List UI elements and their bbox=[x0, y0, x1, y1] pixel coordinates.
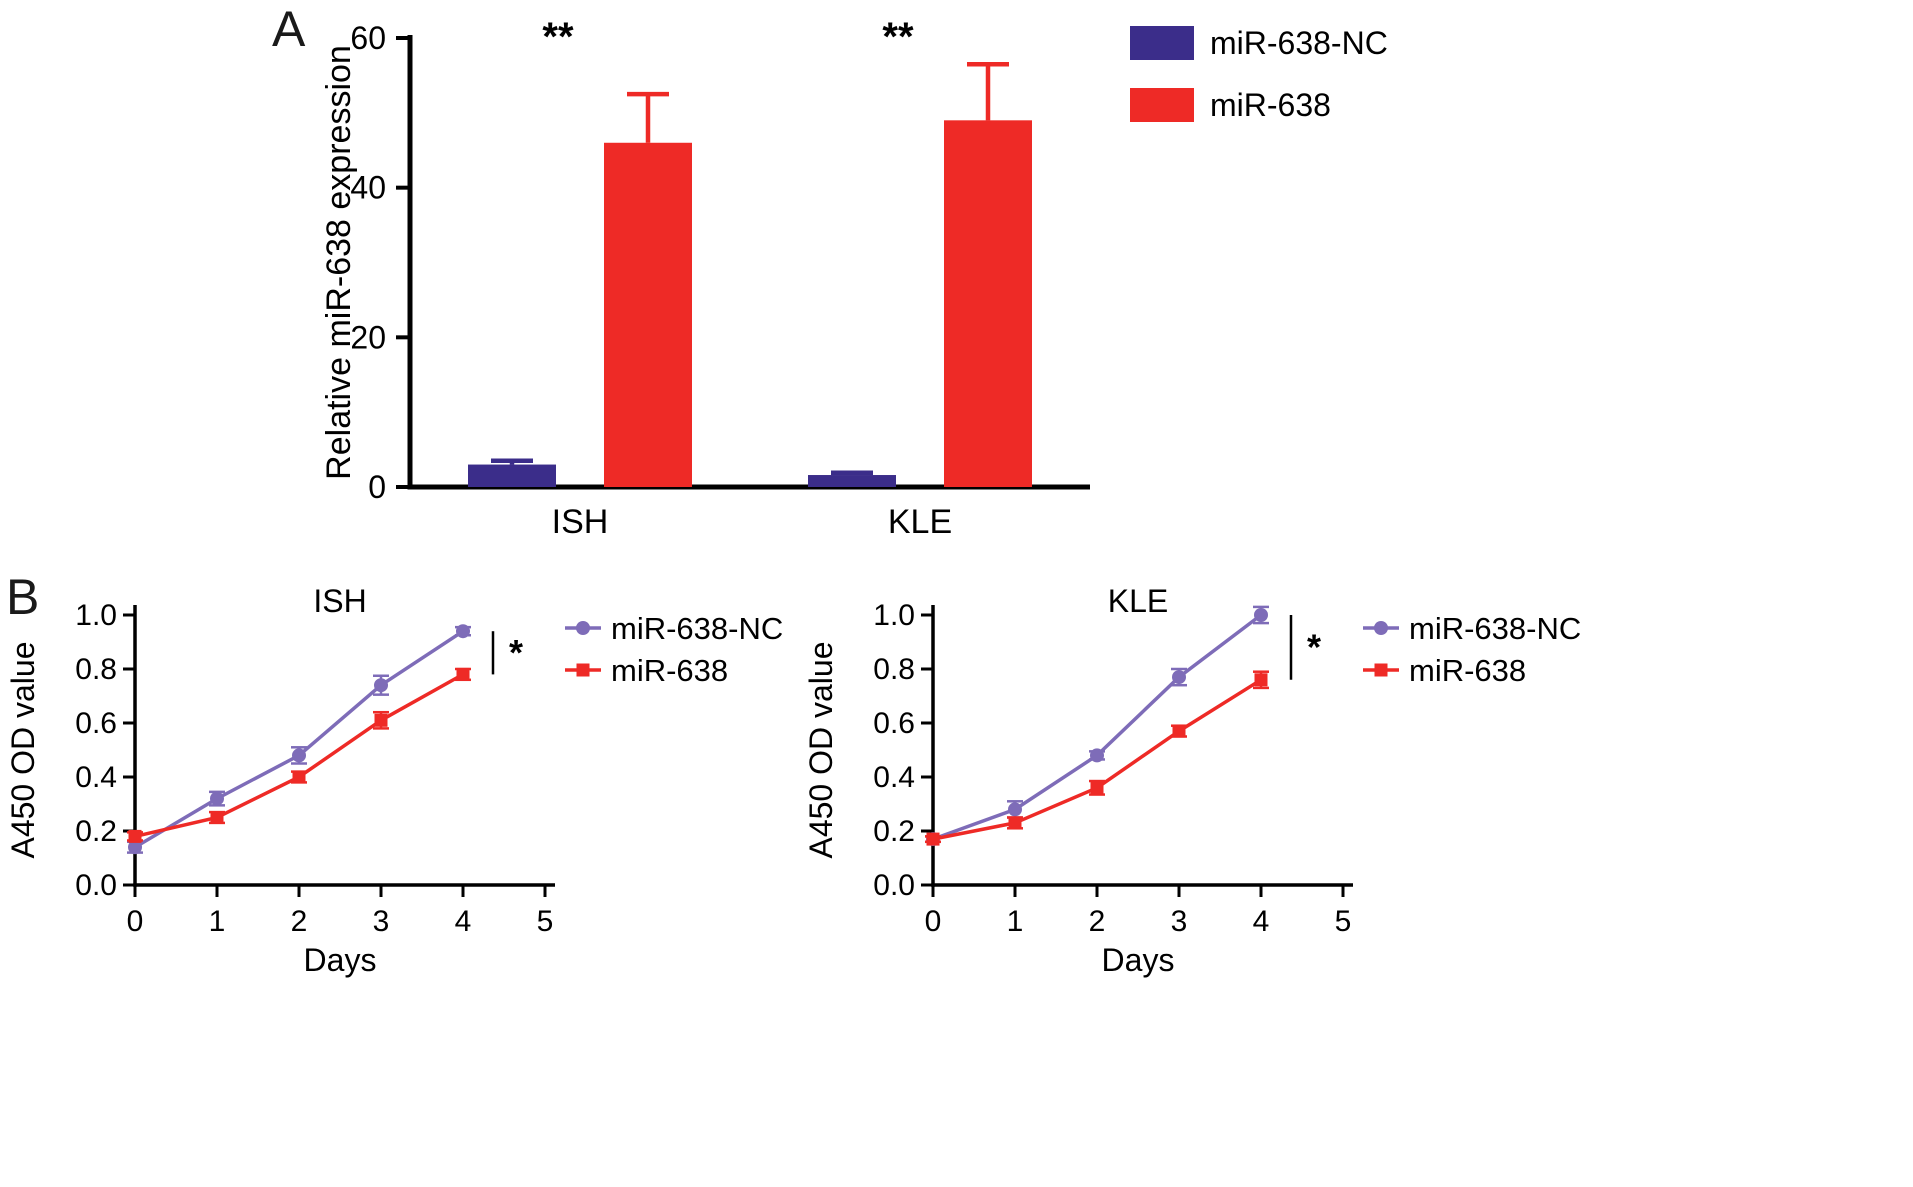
svg-text:2: 2 bbox=[291, 905, 308, 938]
svg-text:1.0: 1.0 bbox=[873, 599, 915, 632]
svg-text:miR-638-NC: miR-638-NC bbox=[1409, 611, 1581, 646]
svg-text:40: 40 bbox=[350, 170, 386, 206]
panel-a-label: A bbox=[272, 1, 306, 57]
svg-text:0.8: 0.8 bbox=[75, 653, 117, 686]
svg-text:KLE: KLE bbox=[1108, 583, 1168, 619]
svg-text:*: * bbox=[509, 632, 523, 673]
svg-text:4: 4 bbox=[455, 905, 472, 938]
svg-text:0: 0 bbox=[925, 905, 942, 938]
svg-text:ISH: ISH bbox=[313, 583, 366, 619]
svg-text:60: 60 bbox=[350, 20, 386, 56]
svg-text:miR-638-NC: miR-638-NC bbox=[611, 611, 783, 646]
svg-text:0: 0 bbox=[368, 469, 386, 505]
svg-text:miR-638-NC: miR-638-NC bbox=[1210, 25, 1388, 61]
svg-text:5: 5 bbox=[1335, 905, 1352, 938]
svg-text:0.6: 0.6 bbox=[873, 707, 915, 740]
svg-text:0.4: 0.4 bbox=[873, 761, 915, 794]
svg-text:5: 5 bbox=[537, 905, 554, 938]
panel-b-label: B bbox=[6, 569, 40, 625]
svg-text:miR-638: miR-638 bbox=[1409, 653, 1526, 688]
svg-text:Days: Days bbox=[1102, 942, 1175, 978]
svg-text:KLE: KLE bbox=[888, 503, 952, 541]
svg-text:**: ** bbox=[542, 15, 574, 59]
svg-text:20: 20 bbox=[350, 319, 386, 355]
svg-text:0.2: 0.2 bbox=[873, 815, 915, 848]
panel-b-ish-line-chart: 0.0 0.2 0.4 0.6 0.8 1.0 0 1 2 3 4 5 ISH Days A450 OD v… bbox=[5, 583, 783, 978]
svg-text:0.0: 0.0 bbox=[75, 869, 117, 902]
svg-text:0: 0 bbox=[127, 905, 144, 938]
panel-b-kle-line-chart: 0.0 0.2 0.4 0.6 0.8 1.0 0 1 2 3 4 5 KLE Days A450 OD v… bbox=[803, 583, 1581, 978]
svg-text:miR-638: miR-638 bbox=[1210, 87, 1331, 123]
svg-text:3: 3 bbox=[1171, 905, 1188, 938]
svg-text:2: 2 bbox=[1089, 905, 1106, 938]
svg-text:0.8: 0.8 bbox=[873, 653, 915, 686]
svg-text:0.6: 0.6 bbox=[75, 707, 117, 740]
svg-text:0.2: 0.2 bbox=[75, 815, 117, 848]
svg-text:1: 1 bbox=[1007, 905, 1024, 938]
svg-text:1: 1 bbox=[209, 905, 226, 938]
svg-text:Days: Days bbox=[304, 942, 377, 978]
svg-text:A450 OD value: A450 OD value bbox=[803, 641, 839, 858]
svg-text:0.4: 0.4 bbox=[75, 761, 117, 794]
svg-text:Relative miR-638 expression: Relative miR-638 expression bbox=[320, 45, 358, 480]
svg-text:*: * bbox=[1307, 626, 1321, 667]
svg-text:0.0: 0.0 bbox=[873, 869, 915, 902]
svg-text:ISH: ISH bbox=[552, 503, 609, 541]
svg-text:1.0: 1.0 bbox=[75, 599, 117, 632]
svg-text:A450 OD value: A450 OD value bbox=[5, 641, 41, 858]
svg-text:4: 4 bbox=[1253, 905, 1270, 938]
svg-text:**: ** bbox=[882, 15, 914, 59]
svg-text:3: 3 bbox=[373, 905, 390, 938]
svg-text:miR-638: miR-638 bbox=[611, 653, 728, 688]
